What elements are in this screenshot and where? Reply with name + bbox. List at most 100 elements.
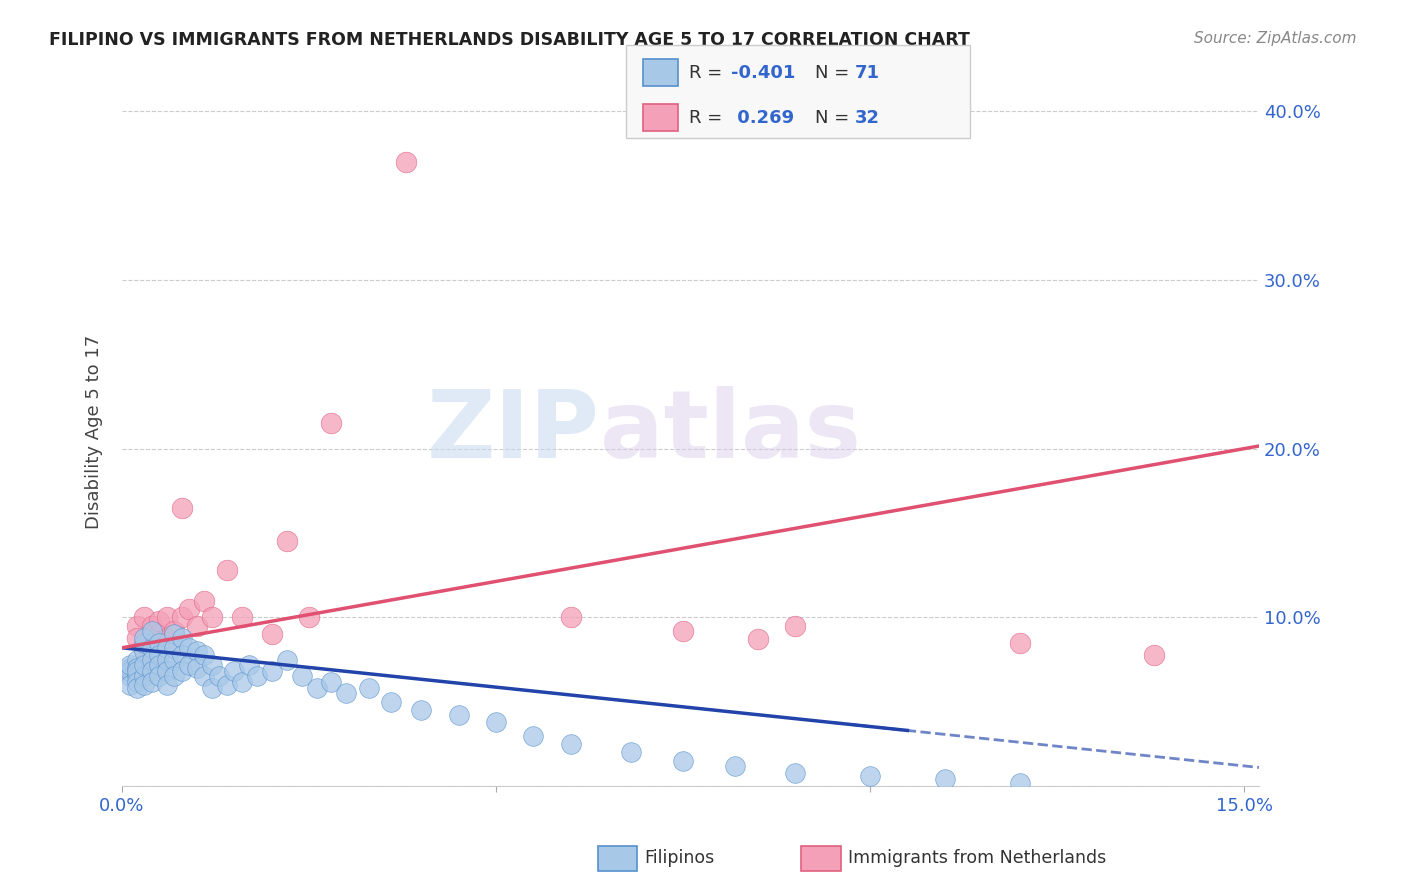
Point <box>118 665 141 679</box>
Point <box>141 640 163 655</box>
Point <box>179 602 201 616</box>
Point <box>1008 776 1031 790</box>
Point <box>125 661 148 675</box>
Point <box>672 624 695 638</box>
Point <box>357 681 380 696</box>
Text: 0.269: 0.269 <box>731 109 794 127</box>
Point <box>134 669 156 683</box>
Point <box>125 631 148 645</box>
Point <box>1143 648 1166 662</box>
Point <box>125 669 148 683</box>
Point <box>672 754 695 768</box>
Point <box>148 636 170 650</box>
Point <box>276 652 298 666</box>
Point <box>156 678 179 692</box>
Point <box>170 665 193 679</box>
Point <box>215 678 238 692</box>
Text: -0.401: -0.401 <box>731 63 796 82</box>
Text: atlas: atlas <box>599 386 860 478</box>
Point <box>179 640 201 655</box>
Point <box>447 708 470 723</box>
Point <box>290 669 312 683</box>
Point <box>125 681 148 696</box>
Point <box>201 610 224 624</box>
Point <box>134 636 156 650</box>
Point <box>118 657 141 672</box>
Point <box>141 648 163 662</box>
Point <box>156 631 179 645</box>
Point <box>246 669 269 683</box>
Point <box>125 652 148 666</box>
Point <box>141 624 163 638</box>
Point <box>134 640 156 655</box>
Text: FILIPINO VS IMMIGRANTS FROM NETHERLANDS DISABILITY AGE 5 TO 17 CORRELATION CHART: FILIPINO VS IMMIGRANTS FROM NETHERLANDS … <box>49 31 970 49</box>
Point <box>201 657 224 672</box>
Point <box>298 610 321 624</box>
Point <box>156 610 179 624</box>
Point <box>485 714 508 729</box>
Text: Source: ZipAtlas.com: Source: ZipAtlas.com <box>1194 31 1357 46</box>
Point <box>380 695 402 709</box>
Text: 32: 32 <box>855 109 880 127</box>
Point <box>934 772 956 787</box>
Point <box>321 417 343 431</box>
Text: ZIP: ZIP <box>426 386 599 478</box>
Text: R =: R = <box>689 109 728 127</box>
Point <box>560 737 582 751</box>
Point <box>170 648 193 662</box>
Point <box>163 640 186 655</box>
Point <box>134 631 156 645</box>
Point <box>215 563 238 577</box>
Text: 71: 71 <box>855 63 880 82</box>
Point <box>156 665 179 679</box>
Point <box>134 678 156 692</box>
Point <box>170 610 193 624</box>
Text: N =: N = <box>815 63 855 82</box>
Point <box>170 631 193 645</box>
Text: Filipinos: Filipinos <box>644 849 714 867</box>
Point <box>118 665 141 679</box>
Point <box>193 648 215 662</box>
Point <box>141 665 163 679</box>
Point <box>193 593 215 607</box>
Point <box>724 759 747 773</box>
Point <box>148 669 170 683</box>
Point <box>186 619 208 633</box>
Point <box>305 681 328 696</box>
Point <box>148 627 170 641</box>
Point <box>231 674 253 689</box>
Point <box>141 652 163 666</box>
Point <box>747 632 769 647</box>
Point <box>560 610 582 624</box>
Point <box>620 745 643 759</box>
Point <box>141 619 163 633</box>
Point <box>148 648 170 662</box>
Point <box>163 652 186 666</box>
Point <box>141 674 163 689</box>
Point <box>118 669 141 683</box>
Point <box>134 644 156 658</box>
Point <box>186 661 208 675</box>
Point <box>395 154 418 169</box>
Point <box>163 669 186 683</box>
Point <box>118 661 141 675</box>
Point <box>186 644 208 658</box>
Point <box>134 610 156 624</box>
Point <box>156 652 179 666</box>
Point <box>208 669 231 683</box>
Point <box>201 681 224 696</box>
Point <box>163 627 186 641</box>
Point <box>125 665 148 679</box>
Point <box>179 657 201 672</box>
Point <box>170 500 193 515</box>
Point <box>148 640 170 655</box>
Point <box>224 665 246 679</box>
Point <box>193 669 215 683</box>
Point <box>785 765 807 780</box>
Y-axis label: Disability Age 5 to 17: Disability Age 5 to 17 <box>86 334 103 529</box>
Point <box>859 769 882 783</box>
Point <box>260 665 283 679</box>
Point <box>148 657 170 672</box>
Point <box>125 619 148 633</box>
Text: Immigrants from Netherlands: Immigrants from Netherlands <box>848 849 1107 867</box>
